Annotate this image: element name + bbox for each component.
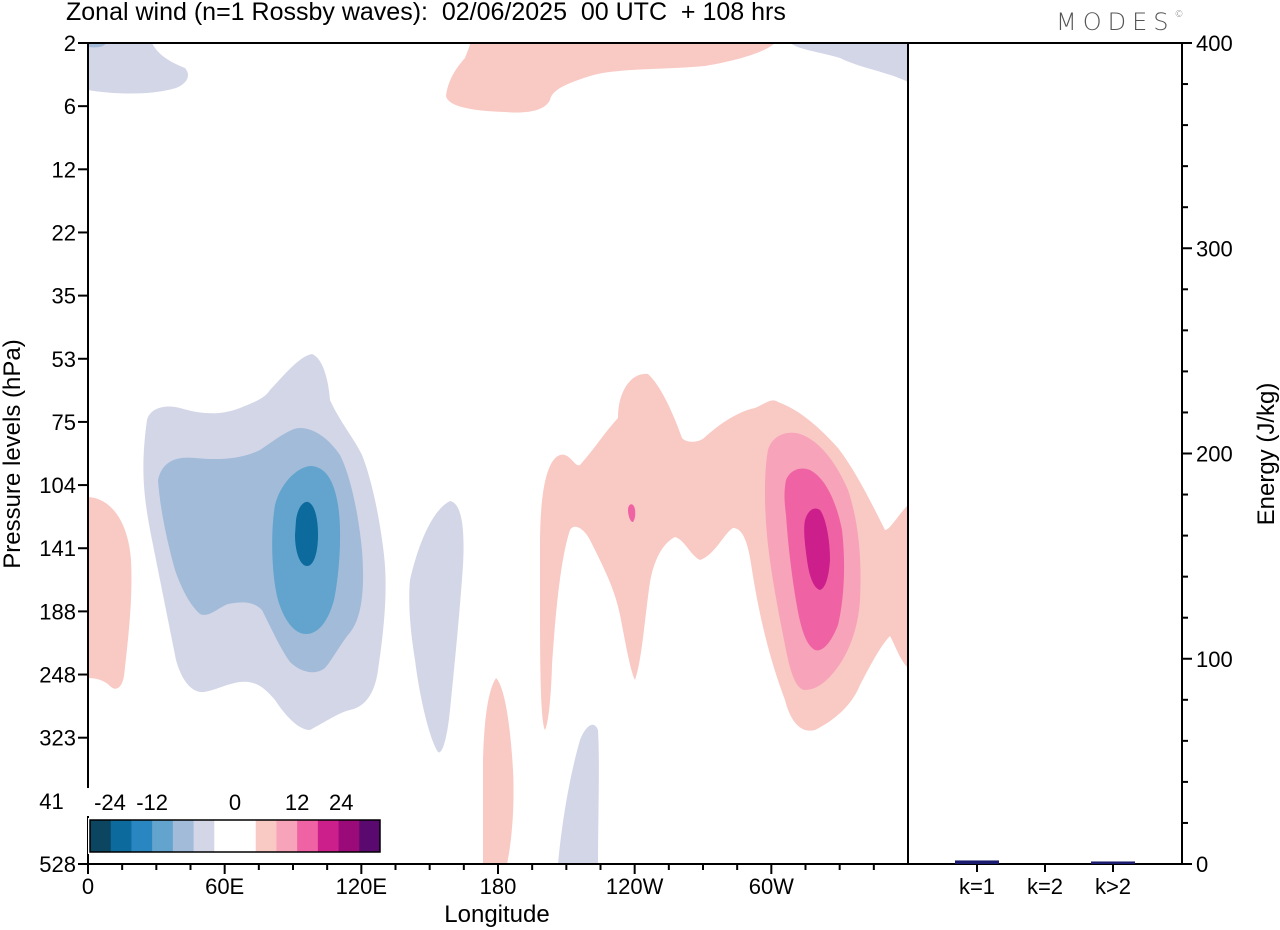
energy-bar [1091, 861, 1135, 864]
contour-neg-upper-left-core [88, 43, 106, 48]
colorbar-frame [89, 819, 381, 853]
energy-bars: k=1 k=2 k>2 [955, 860, 1135, 899]
energy-axis: 0 100 200 300 400 [1182, 31, 1233, 877]
x-tick-label: 180 [480, 874, 517, 899]
y-tick-label: 75 [52, 410, 76, 435]
logo-text: MODES [1056, 8, 1175, 36]
bar-category-label: k>2 [1095, 874, 1131, 899]
colorbar-swatch [110, 820, 132, 852]
contour-pos-small-dot [628, 504, 636, 522]
contour-pos-bottom-strip [483, 678, 514, 864]
x-tick-label: 0 [82, 874, 94, 899]
colorbar-swatch [317, 820, 340, 852]
energy-tick-label: 0 [1196, 852, 1208, 877]
x-tick-label: 120E [336, 874, 387, 899]
energy-tick-label: 300 [1196, 236, 1233, 261]
contour-neg-blob-l4 [295, 501, 318, 566]
x-tick-label: 60E [205, 874, 244, 899]
energy-bar [955, 860, 999, 864]
y-tick-label: 188 [39, 599, 76, 624]
y-tick-label: 248 [39, 663, 76, 688]
y-tick-label: 323 [39, 726, 76, 751]
y-tick-label: 141 [39, 536, 76, 561]
colorbar-swatch [214, 820, 236, 852]
y-tick-label: 104 [39, 473, 76, 498]
y-tick-label: 2 [64, 31, 76, 56]
colorbar-swatch [90, 820, 112, 852]
colorbar-label: 24 [329, 790, 353, 815]
contour-pos-blob-l4 [804, 508, 830, 590]
colorbar-label-bg [271, 788, 324, 816]
contour-pos-upper [446, 43, 775, 113]
colorbar-label-bg [333, 788, 386, 816]
y-tick-label: 528 [39, 852, 76, 877]
colorbar-swatch [172, 820, 195, 852]
y-axis-title: Pressure levels (hPa) [0, 339, 26, 568]
y-tick-label: 22 [52, 220, 76, 245]
colorbar-label-bg [64, 788, 116, 816]
colorbar-label: 12 [285, 790, 309, 815]
colorbar-label-bg [126, 788, 179, 816]
modes-logo: MODES© [1056, 8, 1183, 36]
colorbar-swatch [297, 820, 319, 852]
contour-neg-upper-left [88, 43, 189, 94]
y-tick-label: 35 [52, 284, 76, 309]
contour-neg-bottom-strip [558, 724, 599, 864]
colorbar-swatch [338, 820, 360, 852]
contour-field [88, 43, 908, 864]
bar-category-label: k=2 [1027, 874, 1063, 899]
colorbar-label: -24 [94, 790, 126, 815]
colorbar-swatch [131, 820, 153, 852]
colorbar-swatch [152, 820, 174, 852]
colorbar: -24 -12 0 12 24 [64, 788, 386, 854]
energy-tick-label: 200 [1196, 442, 1233, 467]
colorbar-swatch [235, 820, 257, 852]
y-tick-label: 53 [52, 347, 76, 372]
x-tick-label: 60W [749, 874, 794, 899]
logo-mark: © [1174, 10, 1184, 20]
y-tick-label: 12 [52, 157, 76, 182]
x-axis-title: Longitude [444, 901, 549, 928]
contour-pos-left-strip [88, 497, 132, 689]
energy-axis-title: Energy (J/kg) [1253, 383, 1280, 526]
bar-category-label: k=1 [959, 874, 995, 899]
contour-neg-upper-right [790, 43, 908, 82]
colorbar-swatch [193, 820, 215, 852]
energy-tick-label: 400 [1196, 31, 1233, 56]
x-tick-label: 120W [606, 874, 664, 899]
chart-title: Zonal wind (n=1 Rossby waves): 02/06/202… [66, 0, 786, 26]
colorbar-label: -12 [136, 790, 168, 815]
longitude-axis: 0 60E 120E 180 120W 60W [82, 864, 875, 899]
energy-tick-label: 100 [1196, 647, 1233, 672]
colorbar-label: 0 [229, 790, 241, 815]
contour-neg-mid-strip [409, 501, 464, 753]
y-tick-label: 6 [64, 94, 76, 119]
colorbar-swatch [255, 820, 277, 852]
colorbar-swatch [276, 820, 298, 852]
colorbar-swatch [359, 820, 381, 852]
colorbar-label-bg [209, 788, 261, 816]
